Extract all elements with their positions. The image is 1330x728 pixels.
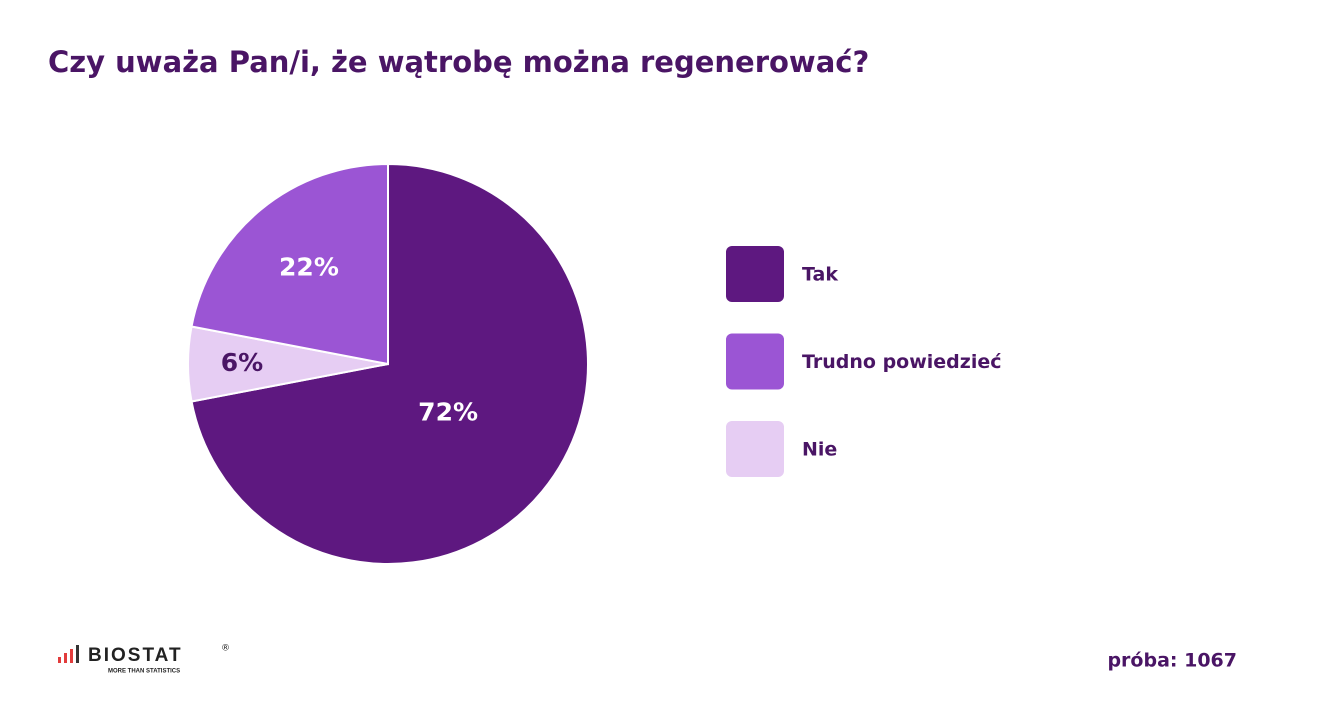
legend-swatch: [726, 333, 784, 390]
chart-title: Czy uważa Pan/i, że wątrobę można regene…: [48, 45, 869, 79]
logo-text: BIOSTAT: [88, 645, 183, 666]
legend-swatch: [726, 246, 784, 302]
logo-tagline: MORE THAN STATISTICS: [108, 669, 180, 675]
logo-bar: [70, 649, 73, 663]
slice-label: 6%: [221, 348, 263, 377]
sample-note: próba: 1067: [1107, 650, 1237, 672]
legend-label: Tak: [802, 264, 838, 286]
legend-label: Trudno powiedzieć: [802, 351, 1002, 373]
legend-label: Nie: [802, 439, 837, 461]
slice-label: 22%: [279, 252, 339, 281]
logo-bar: [58, 657, 61, 663]
legend-swatch: [726, 421, 784, 477]
logo-bar: [64, 653, 67, 663]
logo-mark: ®: [221, 644, 230, 654]
logo: BIOSTAT MORE THAN STATISTICS ®: [58, 644, 230, 675]
pie-slice: [190, 162, 589, 565]
slice-label: 72%: [418, 398, 478, 427]
pie-slice: [190, 162, 389, 366]
logo-bar: [76, 645, 79, 663]
